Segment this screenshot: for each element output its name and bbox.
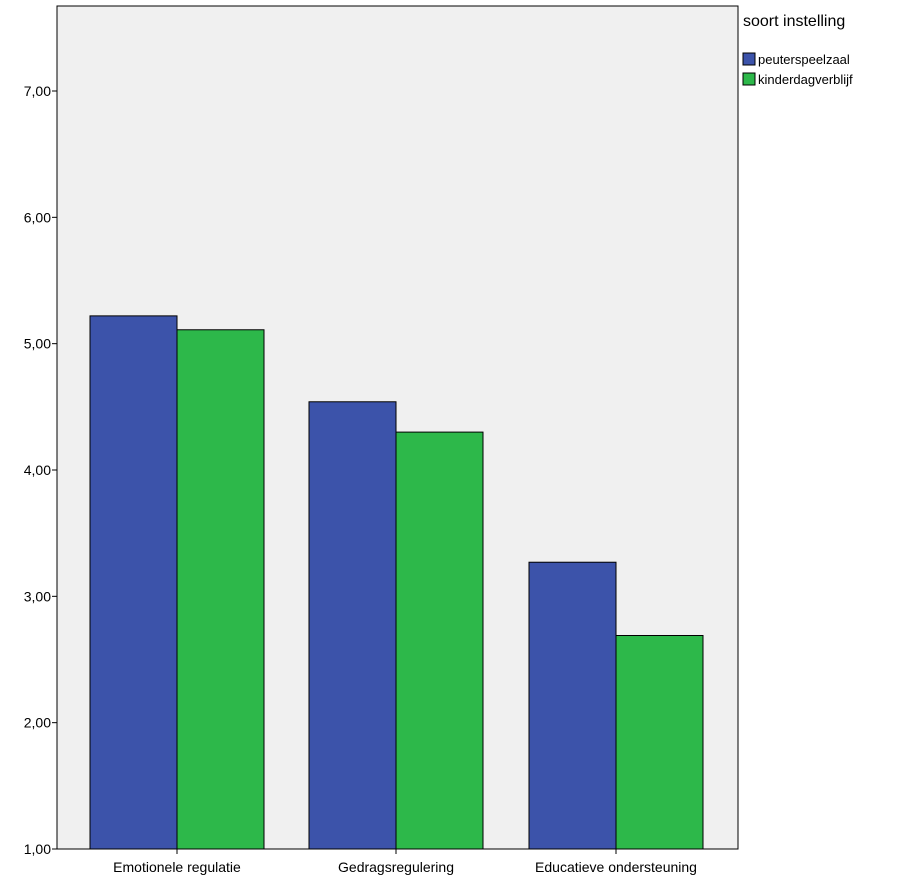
bar-peuterspeelzaal-2 [308,401,397,850]
bar-peuterspeelzaal-1 [89,315,178,850]
bar-kinderdagverblijf-2 [395,431,484,850]
y-axis: 1,00 2,00 3,00 4,00 5,00 6,00 7,00 [24,83,57,857]
y-tick-label: 2,00 [24,715,51,731]
legend-swatch-kinderdagverblijf [742,72,756,86]
x-category-label: Educatieve ondersteuning [535,859,697,875]
y-tick-label: 3,00 [24,588,51,604]
x-category-label: Emotionele regulatie [113,859,241,875]
legend-title: soort instelling [743,13,845,30]
y-tick-label: 4,00 [24,462,51,478]
bar-kinderdagverblijf-3 [615,634,704,850]
bar-peuterspeelzaal-3 [528,561,617,850]
legend-label-kinderdagverblijf: kinderdagverblijf [758,72,853,87]
x-category-label: Gedragsregulering [338,859,454,875]
legend-swatch-peuterspeelzaal [742,52,756,66]
y-tick-label: 1,00 [24,841,51,857]
bar-kinderdagverblijf-1 [176,329,265,850]
y-tick-label: 7,00 [24,83,51,99]
bars-layer [89,315,704,850]
y-tick-label: 5,00 [24,336,51,352]
legend: soort instelling peuterspeelzaal kinderda… [742,13,853,87]
x-axis: Emotionele regulatie Gedragsregulering Edu… [113,849,697,875]
legend-label-peuterspeelzaal: peuterspeelzaal [758,52,850,67]
y-tick-label: 6,00 [24,209,51,225]
